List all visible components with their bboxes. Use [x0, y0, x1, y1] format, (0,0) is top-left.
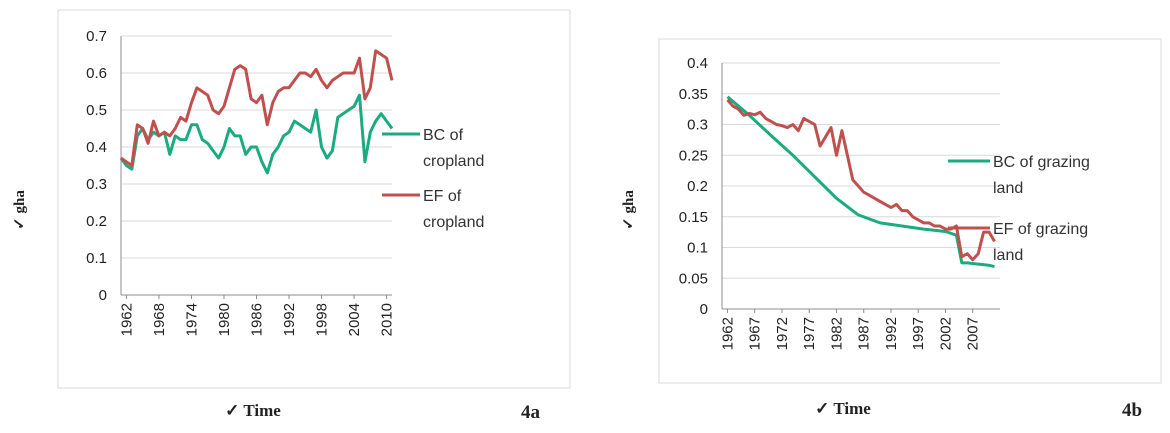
chart-4a-x-tick-label: 1968: [151, 303, 168, 336]
chart-4a-legend-label-ef: EF of: [423, 188, 462, 205]
chart-4b: 0 0.05 0.1 0.15 0.2 0.25 0.3 0.35 0.4 1962 1967 197…: [679, 55, 1090, 350]
chart-4a-y-tick-label: 0.4: [86, 139, 107, 156]
chart-4b-x-axis-label: ✓ Time: [815, 399, 871, 418]
chart-4a-y-tick-label: 0.6: [86, 65, 107, 82]
chart-4a: 0 0.1 0.2 0.3 0.4 0.5 0.6 0.7 1962 1968 1974 1980 19…: [86, 28, 484, 336]
chart-4a-x-tick-label: 1986: [249, 303, 266, 336]
chart-4b-x-tick-label: 1997: [910, 317, 927, 350]
chart-4a-x-tick-label: 1962: [118, 303, 135, 336]
chart-4a-x-tick-label: 1980: [216, 303, 233, 336]
chart-4a-x-tick-label: 1974: [183, 303, 200, 336]
chart-4b-y-tick-label: 0.1: [687, 240, 708, 257]
chart-4b-y-tick-label: 0.35: [679, 86, 708, 103]
chart-4a-x-tick-label: 1998: [314, 303, 331, 336]
chart-4a-y-tick-label: 0.2: [86, 213, 107, 230]
chart-4a-y-tick-label: 0.1: [86, 250, 107, 267]
chart-4b-x-tick-label: 1967: [747, 317, 764, 350]
chart-4b-y-tick-label: 0.4: [687, 55, 708, 72]
chart-4b-x-tick-label: 1982: [828, 317, 845, 350]
chart-4b-x-tick-label: 2002: [937, 317, 954, 350]
chart-4b-x-tick-label: 1987: [856, 317, 873, 350]
chart-4b-y-tick-label: 0.2: [687, 178, 708, 195]
chart-4b-y-tick-label: 0.3: [687, 117, 708, 134]
chart-4b-y-tick-label: 0.15: [679, 209, 708, 226]
chart-4a-series-bc-line: [119, 93, 394, 175]
chart-4b-y-tick-label: 0: [700, 301, 708, 318]
chart-4a-legend-label-ef: cropland: [423, 214, 484, 231]
chart-4a-x-tick-label: 1992: [281, 303, 298, 336]
chart-4a-x-axis-label: ✓ Time: [225, 401, 281, 420]
chart-4b-y-tick-label: 0.05: [679, 270, 708, 287]
chart-4a-legend-label-bc: cropland: [423, 153, 484, 170]
chart-4b-panel-label: 4b: [1122, 400, 1142, 421]
chart-4b-series-bc-line: [726, 95, 995, 269]
chart-4b-legend-label-ef: EF of grazing: [993, 221, 1088, 238]
chart-4b-x-tick-label: 1972: [774, 317, 791, 350]
chart-4b-x-tick-label: 2007: [965, 317, 982, 350]
chart-4b-legend-label-ef: land: [993, 247, 1023, 264]
chart-4b-x-tick-label: 1992: [883, 317, 900, 350]
chart-4b-x-tick-label: 1962: [719, 317, 736, 350]
chart-4a-series-ef-line: [120, 49, 394, 167]
chart-4a-y-tick-label: 0.7: [86, 28, 107, 45]
chart-4b-frame: [658, 38, 1162, 384]
chart-4a-x-tick-label: 2004: [346, 303, 363, 336]
chart-4a-y-tick-label: 0.3: [86, 176, 107, 193]
chart-4b-legend-label-bc: land: [993, 180, 1023, 197]
chart-4a-y-tick-label: 0.5: [86, 102, 107, 119]
chart-4b-y-tick-label: 0.25: [679, 147, 708, 164]
chart-4a-y-tick-label: 0: [99, 287, 107, 304]
chart-4b-x-tick-label: 1977: [801, 317, 818, 350]
chart-4a-panel-label: 4a: [521, 402, 541, 423]
chart-4b-legend-label-bc: BC of grazing: [993, 154, 1090, 171]
chart-4a-legend-label-bc: BC of: [423, 127, 464, 144]
chart-4b-y-axis-label: ✓ gha: [621, 190, 637, 230]
chart-4a-y-axis-label: ✓ gha: [12, 190, 28, 230]
chart-4a-x-tick-label: 2010: [379, 303, 396, 336]
